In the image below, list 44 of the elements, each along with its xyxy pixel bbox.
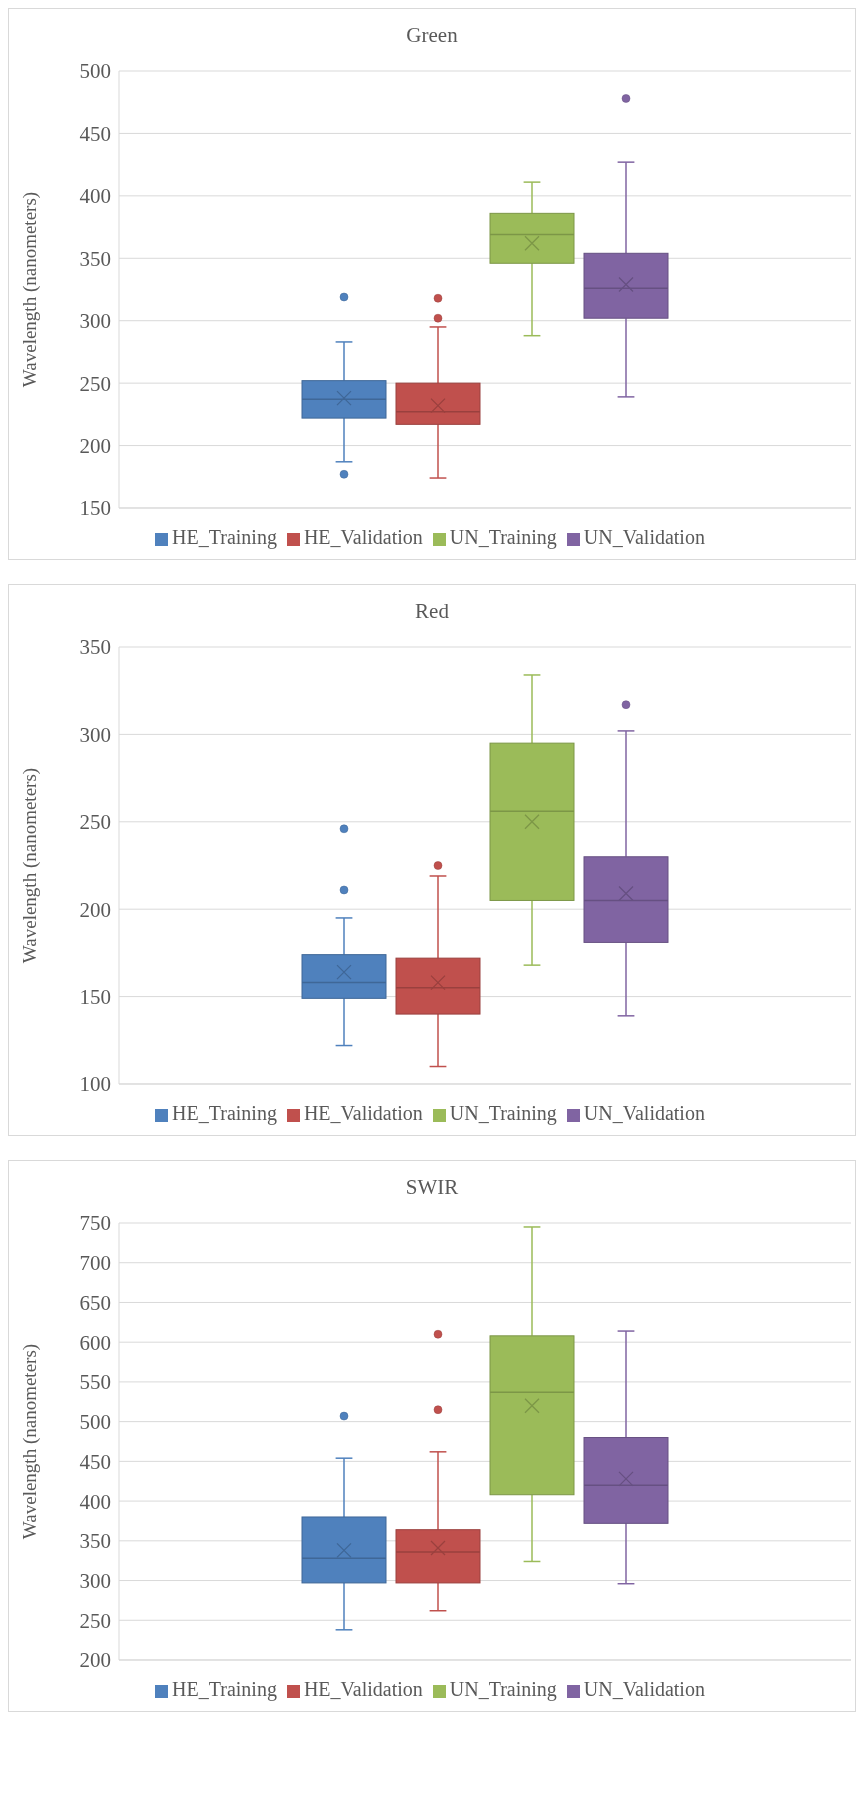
- chart-title: Green: [405, 22, 459, 49]
- legend-label: UN_Validation: [583, 1102, 705, 1124]
- y-axis-title: Wavelength (nanometers): [18, 191, 41, 388]
- y-tick-label: 450: [79, 1449, 111, 1474]
- chart-title: Red: [414, 598, 450, 625]
- legend-label: UN_Validation: [583, 1678, 705, 1700]
- y-tick-label: 200: [79, 434, 111, 459]
- legend-label: UN_Validation: [583, 526, 705, 548]
- y-tick-label: 400: [79, 184, 111, 209]
- y-axis-title: Wavelength (nanometers): [18, 767, 41, 964]
- legend-label: UN_Training: [449, 1102, 557, 1124]
- legend-label: HE_Training: [172, 1102, 277, 1124]
- legend-label: HE_Training: [172, 526, 277, 548]
- y-tick-label: 150: [79, 496, 111, 521]
- y-tick-label: 600: [79, 1330, 111, 1355]
- legend-label: UN_Training: [449, 1678, 557, 1700]
- y-tick-label: 300: [79, 309, 111, 334]
- y-tick-label: 200: [79, 897, 111, 922]
- y-tick-label: 250: [79, 1608, 111, 1633]
- y-tick-label: 300: [79, 722, 111, 747]
- y-tick-label: 150: [79, 985, 111, 1010]
- y-tick-label: 250: [79, 371, 111, 396]
- y-tick-label: 500: [79, 59, 111, 84]
- y-tick-label: 350: [79, 246, 111, 271]
- y-tick-label: 400: [79, 1489, 111, 1514]
- y-tick-label: 750: [79, 1211, 111, 1236]
- y-tick-label: 350: [79, 1529, 111, 1554]
- legend-label: HE_Validation: [303, 1102, 423, 1124]
- y-tick-label: 100: [79, 1072, 111, 1097]
- legend-label: HE_Training: [172, 1678, 277, 1700]
- y-tick-label: 450: [79, 121, 111, 146]
- legend-label: HE_Validation: [303, 526, 423, 548]
- y-axis-title: Wavelength (nanometers): [18, 1343, 41, 1540]
- y-tick-label: 200: [79, 1648, 111, 1673]
- y-tick-label: 700: [79, 1251, 111, 1276]
- y-tick-label: 650: [79, 1290, 111, 1315]
- y-tick-label: 550: [79, 1370, 111, 1395]
- legend-label: HE_Validation: [303, 1678, 423, 1700]
- y-tick-label: 350: [79, 635, 111, 660]
- y-tick-label: 300: [79, 1569, 111, 1593]
- legend-label: UN_Training: [449, 526, 557, 548]
- y-tick-label: 250: [79, 810, 111, 835]
- chart-title: SWIR: [404, 1174, 460, 1201]
- y-tick-label: 500: [79, 1410, 111, 1435]
